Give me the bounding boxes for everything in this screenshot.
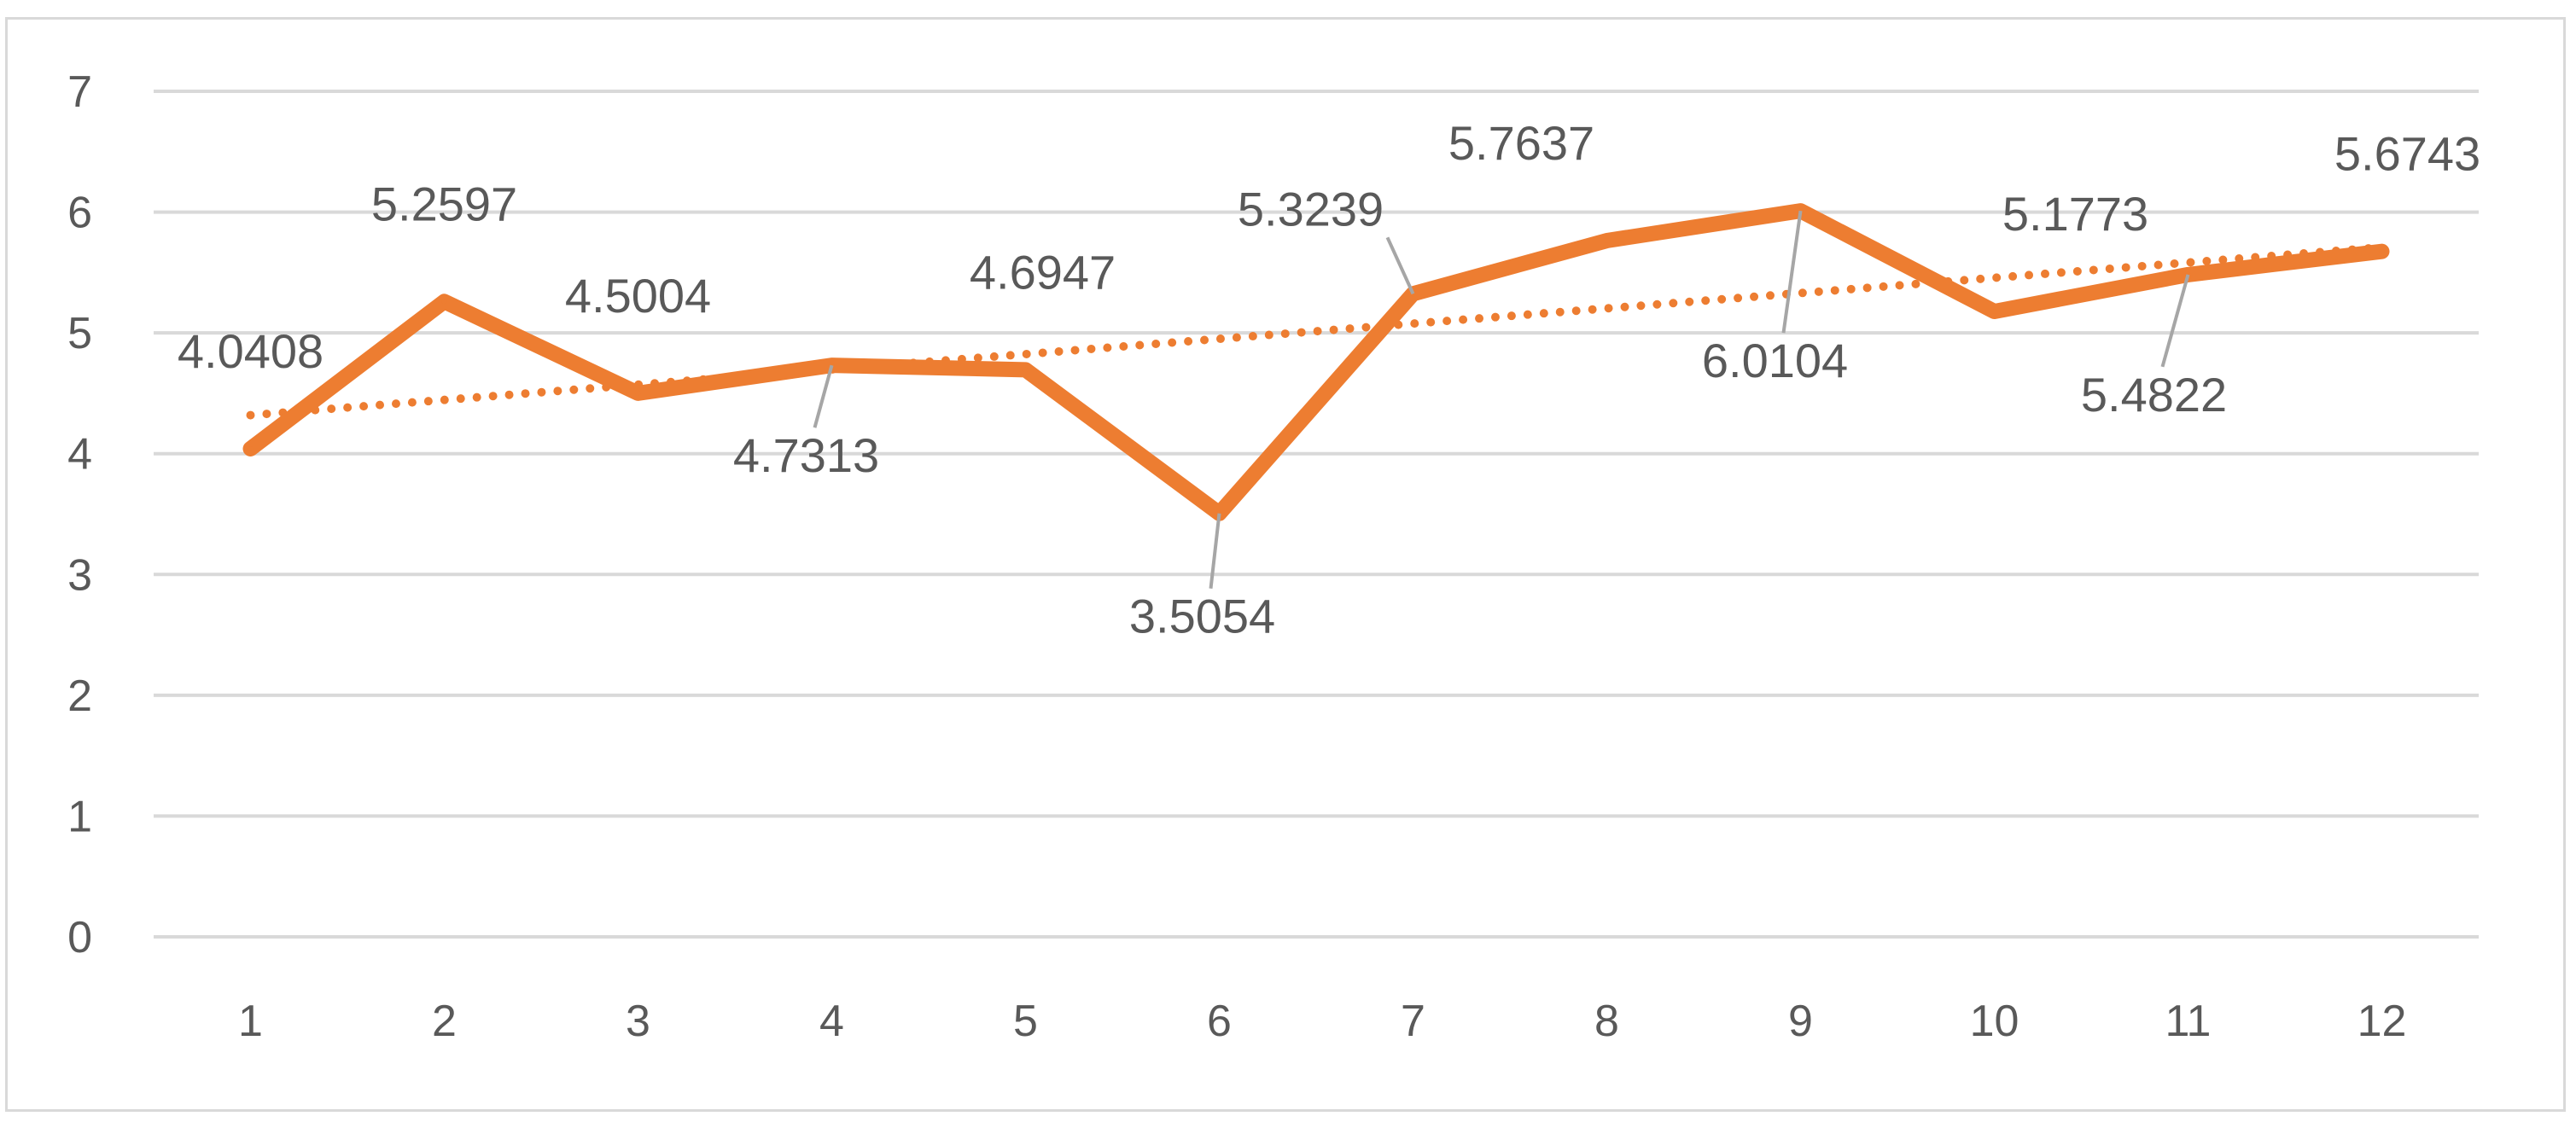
leader-line	[1385, 236, 1415, 295]
data-point	[1991, 309, 1997, 315]
linear-trendline	[246, 242, 2387, 420]
y-tick-label: 3	[67, 550, 92, 600]
x-tick-label: 9	[1788, 997, 1813, 1046]
data-label: 4.0408	[178, 324, 323, 378]
y-tick-label: 0	[67, 913, 92, 962]
x-tick-label: 10	[1970, 997, 2019, 1046]
data-label: 4.7313	[733, 428, 879, 482]
y-tick-label: 2	[67, 671, 92, 721]
data-label: 4.6947	[970, 245, 1116, 299]
data-point	[248, 445, 254, 451]
data-labels: 4.0408 5.2597 4.5004 4.7313 4.6947 3.5054 5.32…	[178, 116, 2480, 643]
y-tick-label: 7	[67, 67, 92, 117]
data-point	[441, 299, 447, 305]
label-leader-lines	[813, 210, 2190, 589]
x-tick-label: 12	[2357, 997, 2407, 1046]
data-point	[1604, 238, 1610, 244]
y-tick-label: 6	[67, 189, 92, 238]
y-tick-label: 1	[67, 792, 92, 841]
y-tick-label: 4	[67, 430, 92, 480]
data-label: 5.2597	[371, 177, 517, 230]
data-label: 5.3239	[1238, 182, 1384, 235]
chart-frame	[5, 17, 2566, 1112]
leader-line	[1781, 210, 1803, 334]
trendline	[246, 242, 2387, 420]
data-point	[2379, 248, 2385, 254]
x-axis-ticks: 1 2 3 4 5 6 7 8 9 10 11 12	[238, 997, 2406, 1046]
x-tick-label: 8	[1594, 997, 1619, 1046]
leader-line	[813, 364, 834, 428]
y-tick-label: 5	[67, 309, 92, 358]
leader-line	[2160, 274, 2190, 368]
x-tick-label: 5	[1013, 997, 1038, 1046]
data-label: 3.5054	[1129, 590, 1275, 643]
data-label: 4.5004	[565, 269, 711, 323]
x-tick-label: 2	[432, 997, 457, 1046]
data-label: 5.4822	[2081, 368, 2227, 421]
x-tick-label: 3	[626, 997, 650, 1046]
x-tick-label: 4	[819, 997, 844, 1046]
series-line	[242, 203, 2390, 521]
x-tick-label: 1	[238, 997, 263, 1046]
x-tick-label: 11	[2165, 997, 2212, 1046]
y-axis-ticks: 0 1 2 3 4 5 6 7	[67, 67, 92, 962]
data-point	[635, 390, 641, 396]
data-label: 5.1773	[2002, 187, 2148, 241]
leader-line	[1209, 513, 1221, 589]
data-label: 6.0104	[1702, 334, 1848, 387]
data-label: 5.6743	[2334, 127, 2480, 181]
x-tick-label: 7	[1401, 997, 1425, 1046]
data-point	[1023, 367, 1029, 373]
data-label: 5.7637	[1448, 116, 1594, 170]
series	[242, 203, 2390, 521]
x-tick-label: 6	[1207, 997, 1232, 1046]
